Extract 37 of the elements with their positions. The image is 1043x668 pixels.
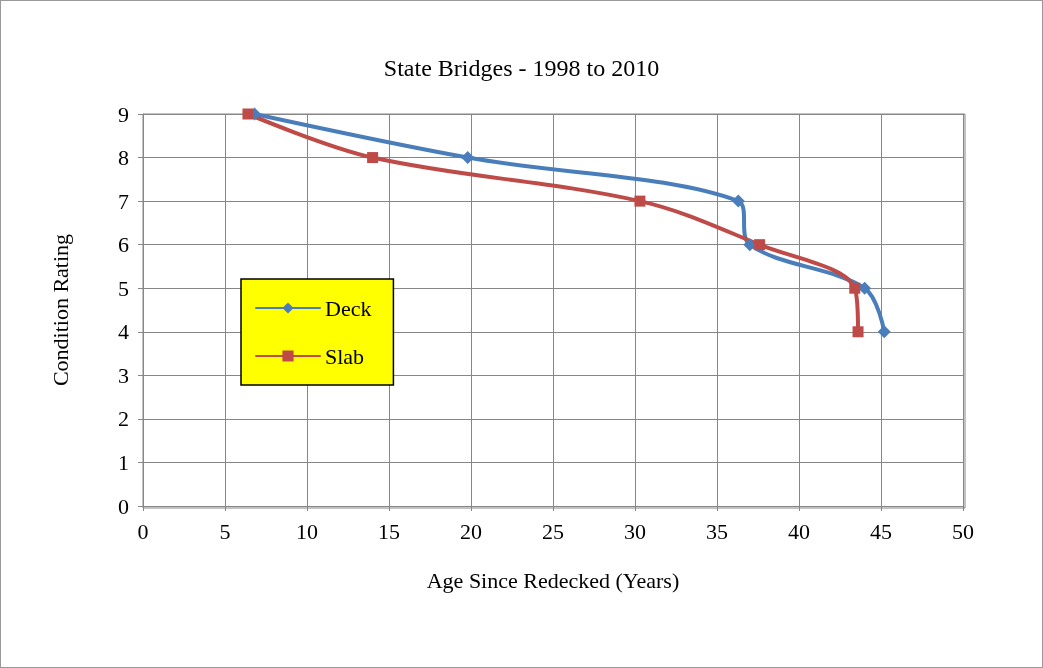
y-tick-label: 2 [118, 406, 129, 432]
x-tick-label: 0 [137, 518, 149, 544]
x-tick-label: 45 [870, 518, 892, 544]
point [367, 152, 379, 164]
y-tick-label: 0 [118, 493, 129, 519]
point [858, 281, 872, 295]
y-tick-label: 9 [118, 101, 129, 127]
x-tick-label: 10 [296, 518, 318, 544]
legend-label: Slab [325, 343, 365, 369]
point [849, 282, 861, 294]
x-tick-label: 20 [460, 518, 482, 544]
point [634, 195, 646, 207]
point [743, 238, 757, 252]
chart-title: State Bridges - 1998 to 2010 [383, 55, 660, 81]
x-axis-title: Age Since Redecked (Years) [426, 567, 680, 593]
point [877, 325, 891, 339]
y-tick-label: 8 [118, 145, 129, 171]
point [461, 151, 475, 165]
x-tick-label: 35 [706, 518, 728, 544]
legend-label: Deck [325, 295, 372, 321]
point [242, 108, 254, 120]
y-tick-label: 3 [118, 362, 129, 388]
y-tick-label: 1 [118, 449, 129, 475]
y-tick-label: 4 [118, 319, 129, 345]
point [852, 326, 864, 338]
x-tick-label: 50 [952, 518, 974, 544]
y-tick-label: 7 [118, 188, 129, 214]
x-tick-label: 25 [542, 518, 564, 544]
y-tick-label: 5 [118, 275, 129, 301]
point [754, 239, 766, 251]
x-tick-label: 40 [788, 518, 810, 544]
point [731, 194, 745, 208]
x-tick-label: 5 [219, 518, 231, 544]
x-tick-label: 30 [624, 518, 646, 544]
y-axis-title: Condition Rating [47, 233, 73, 387]
x-tick-label: 15 [378, 518, 400, 544]
y-tick-label: 6 [118, 232, 129, 258]
